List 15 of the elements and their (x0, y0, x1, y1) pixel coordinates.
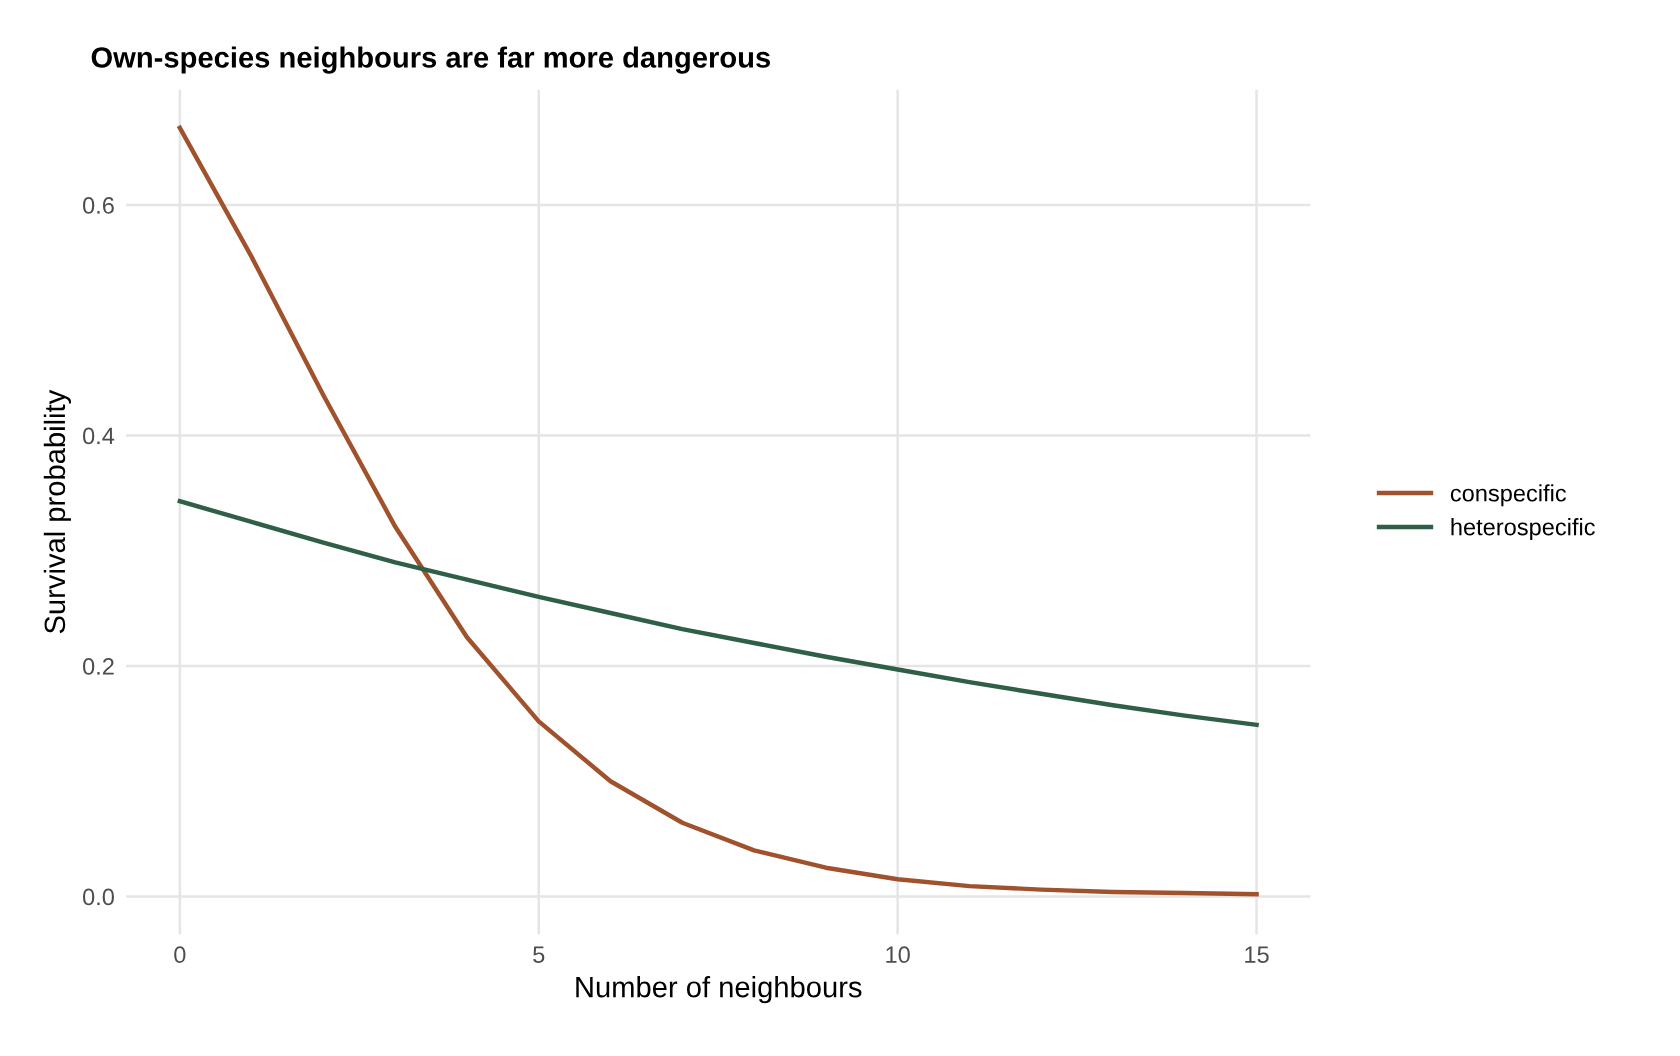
legend-label: heterospecific (1451, 518, 1595, 541)
chart-title: Own-species neighbours are far more dangerous (91, 46, 770, 74)
y-tick-label: 0.4 (82, 427, 115, 445)
x-tick-label: 15 (1245, 946, 1269, 964)
legend-label: conspecific (1450, 484, 1567, 507)
y-tick-label: 0.6 (82, 197, 114, 214)
x-tick-label: 10 (886, 946, 910, 964)
x-tick-label: 5 (533, 946, 545, 964)
line-series (177, 498, 1259, 728)
x-axis-title: Number of neighbours (576, 976, 862, 1004)
y-tick-label: 0.0 (82, 888, 114, 906)
line-series (177, 125, 1259, 897)
y-tick-label: 0.2 (82, 658, 114, 675)
y-axis-title: Survival probability (43, 389, 71, 634)
x-tick-label: 0 (174, 946, 186, 964)
